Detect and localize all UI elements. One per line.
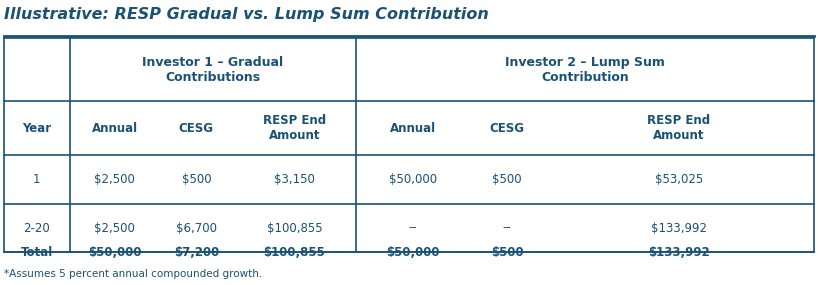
Text: Investor 2 – Lump Sum
Contribution: Investor 2 – Lump Sum Contribution [505,56,665,84]
Text: Investor 1 – Gradual
Contributions: Investor 1 – Gradual Contributions [142,56,283,84]
Text: $7,200: $7,200 [173,246,219,259]
Text: $133,992: $133,992 [651,221,707,235]
Text: 2-20: 2-20 [24,221,50,235]
Text: RESP End
Amount: RESP End Amount [647,114,711,142]
Text: Illustrative: RESP Gradual vs. Lump Sum Contribution: Illustrative: RESP Gradual vs. Lump Sum … [4,7,489,22]
Text: Year: Year [22,122,52,135]
Text: $500: $500 [182,173,211,186]
Text: --: -- [409,221,417,235]
Text: $100,855: $100,855 [267,221,322,235]
Text: $50,000: $50,000 [389,173,437,186]
Text: --: -- [503,221,511,235]
Text: $3,150: $3,150 [274,173,315,186]
Text: $2,500: $2,500 [94,221,135,235]
Text: *Assumes 5 percent annual compounded growth.: *Assumes 5 percent annual compounded gro… [4,269,263,279]
Text: $53,025: $53,025 [655,173,703,186]
Text: Annual: Annual [390,122,436,135]
Text: Annual: Annual [92,122,137,135]
Text: $133,992: $133,992 [648,246,710,259]
Text: $50,000: $50,000 [386,246,440,259]
Text: $500: $500 [492,173,522,186]
Text: Total: Total [20,246,53,259]
Text: CESG: CESG [179,122,213,135]
Text: 1: 1 [33,173,41,186]
Text: $6,700: $6,700 [176,221,217,235]
Text: CESG: CESG [490,122,524,135]
Text: $100,855: $100,855 [263,246,326,259]
Text: $2,500: $2,500 [94,173,135,186]
Text: $500: $500 [491,246,524,259]
Text: RESP End
Amount: RESP End Amount [263,114,326,142]
Text: $50,000: $50,000 [88,246,142,259]
